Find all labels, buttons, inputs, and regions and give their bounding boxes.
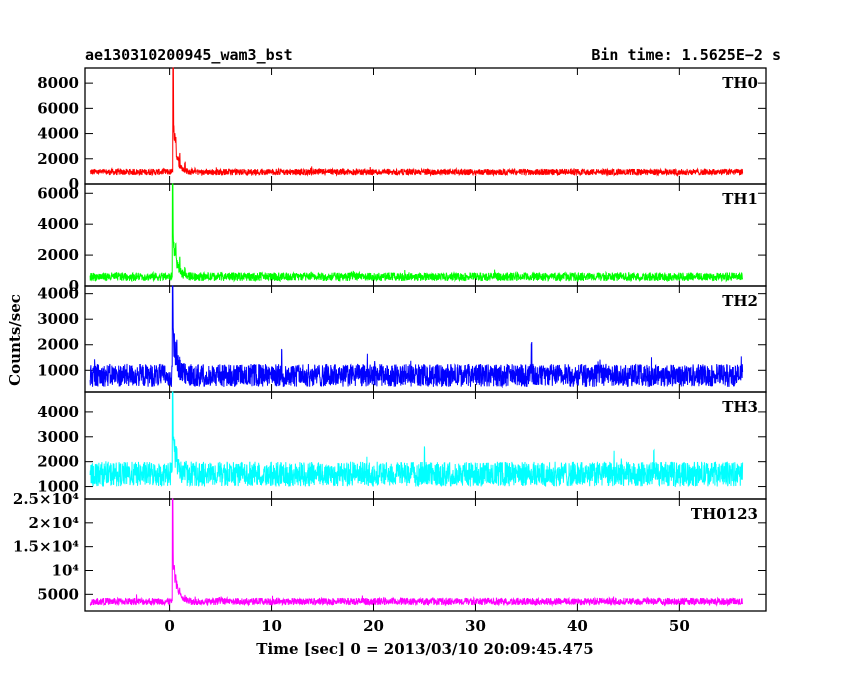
x-tick-label: 10 bbox=[261, 617, 282, 635]
x-tick-label: 0 bbox=[164, 617, 174, 635]
y-tick-label-th2: 4000 bbox=[37, 285, 79, 303]
bin-time-label: Bin time: 1.5625E−2 s bbox=[591, 46, 781, 64]
x-axis-title: Time [sec] 0 = 2013/03/10 20:09:45.475 bbox=[256, 640, 593, 658]
panel-frame-th0123 bbox=[84, 498, 767, 612]
panel-label-th0: TH0 bbox=[722, 74, 758, 92]
panel-frame-th1 bbox=[84, 183, 767, 287]
series-line-th2 bbox=[89, 285, 744, 389]
y-axis-title: Counts/sec bbox=[6, 294, 24, 386]
x-tick-label: 30 bbox=[465, 617, 486, 635]
y-tick-label-th2: 3000 bbox=[37, 310, 79, 328]
y-tick-label-th3: 1000 bbox=[37, 478, 79, 496]
series-line-th0123 bbox=[89, 498, 744, 607]
panel-label-th0123: TH0123 bbox=[691, 505, 758, 523]
y-tick-label-th2: 1000 bbox=[37, 361, 79, 379]
y-tick-label-th0123: 10⁴ bbox=[52, 561, 80, 579]
series-line-th1 bbox=[89, 183, 744, 283]
y-tick-label-th1: 0 bbox=[69, 277, 79, 295]
y-tick-label-th0: 6000 bbox=[37, 99, 79, 117]
x-tick-label: 40 bbox=[567, 617, 588, 635]
y-tick-label-th3: 2000 bbox=[37, 453, 79, 471]
y-tick-label-th2: 2000 bbox=[37, 336, 79, 354]
y-tick-label-th3: 4000 bbox=[37, 403, 79, 421]
panel-label-th3: TH3 bbox=[722, 398, 758, 416]
panel-label-th2: TH2 bbox=[722, 292, 758, 310]
x-tick-label: 20 bbox=[363, 617, 384, 635]
series-line-th0 bbox=[89, 67, 744, 177]
y-tick-label-th1: 4000 bbox=[37, 215, 79, 233]
y-tick-label-th0: 8000 bbox=[37, 74, 79, 92]
y-tick-label-th0123: 2.5×10⁴ bbox=[13, 490, 80, 508]
y-tick-label-th3: 3000 bbox=[37, 428, 79, 446]
y-tick-label-th1: 2000 bbox=[37, 246, 79, 264]
plot-panels: 0 2000 4000 6000 8000 TH0 0 2000 4000 6000 TH1 1000… bbox=[13, 67, 767, 635]
figure-title: ae130310200945_wam3_bst bbox=[85, 46, 293, 64]
panel-label-th1: TH1 bbox=[722, 190, 758, 208]
y-tick-label-th1: 6000 bbox=[37, 184, 79, 202]
y-tick-label-th0: 0 bbox=[69, 175, 79, 193]
y-tick-label-th0123: 1.5×10⁴ bbox=[13, 538, 80, 556]
y-tick-label-th0: 4000 bbox=[37, 125, 79, 143]
x-tick-label: 50 bbox=[669, 617, 690, 635]
series-line-th3 bbox=[89, 391, 744, 488]
panel-frame-th0 bbox=[84, 67, 767, 185]
y-tick-label-th0123: 2×10⁴ bbox=[29, 514, 80, 532]
y-tick-label-th0123: 5000 bbox=[37, 585, 79, 603]
y-tick-label-th0: 2000 bbox=[37, 150, 79, 168]
